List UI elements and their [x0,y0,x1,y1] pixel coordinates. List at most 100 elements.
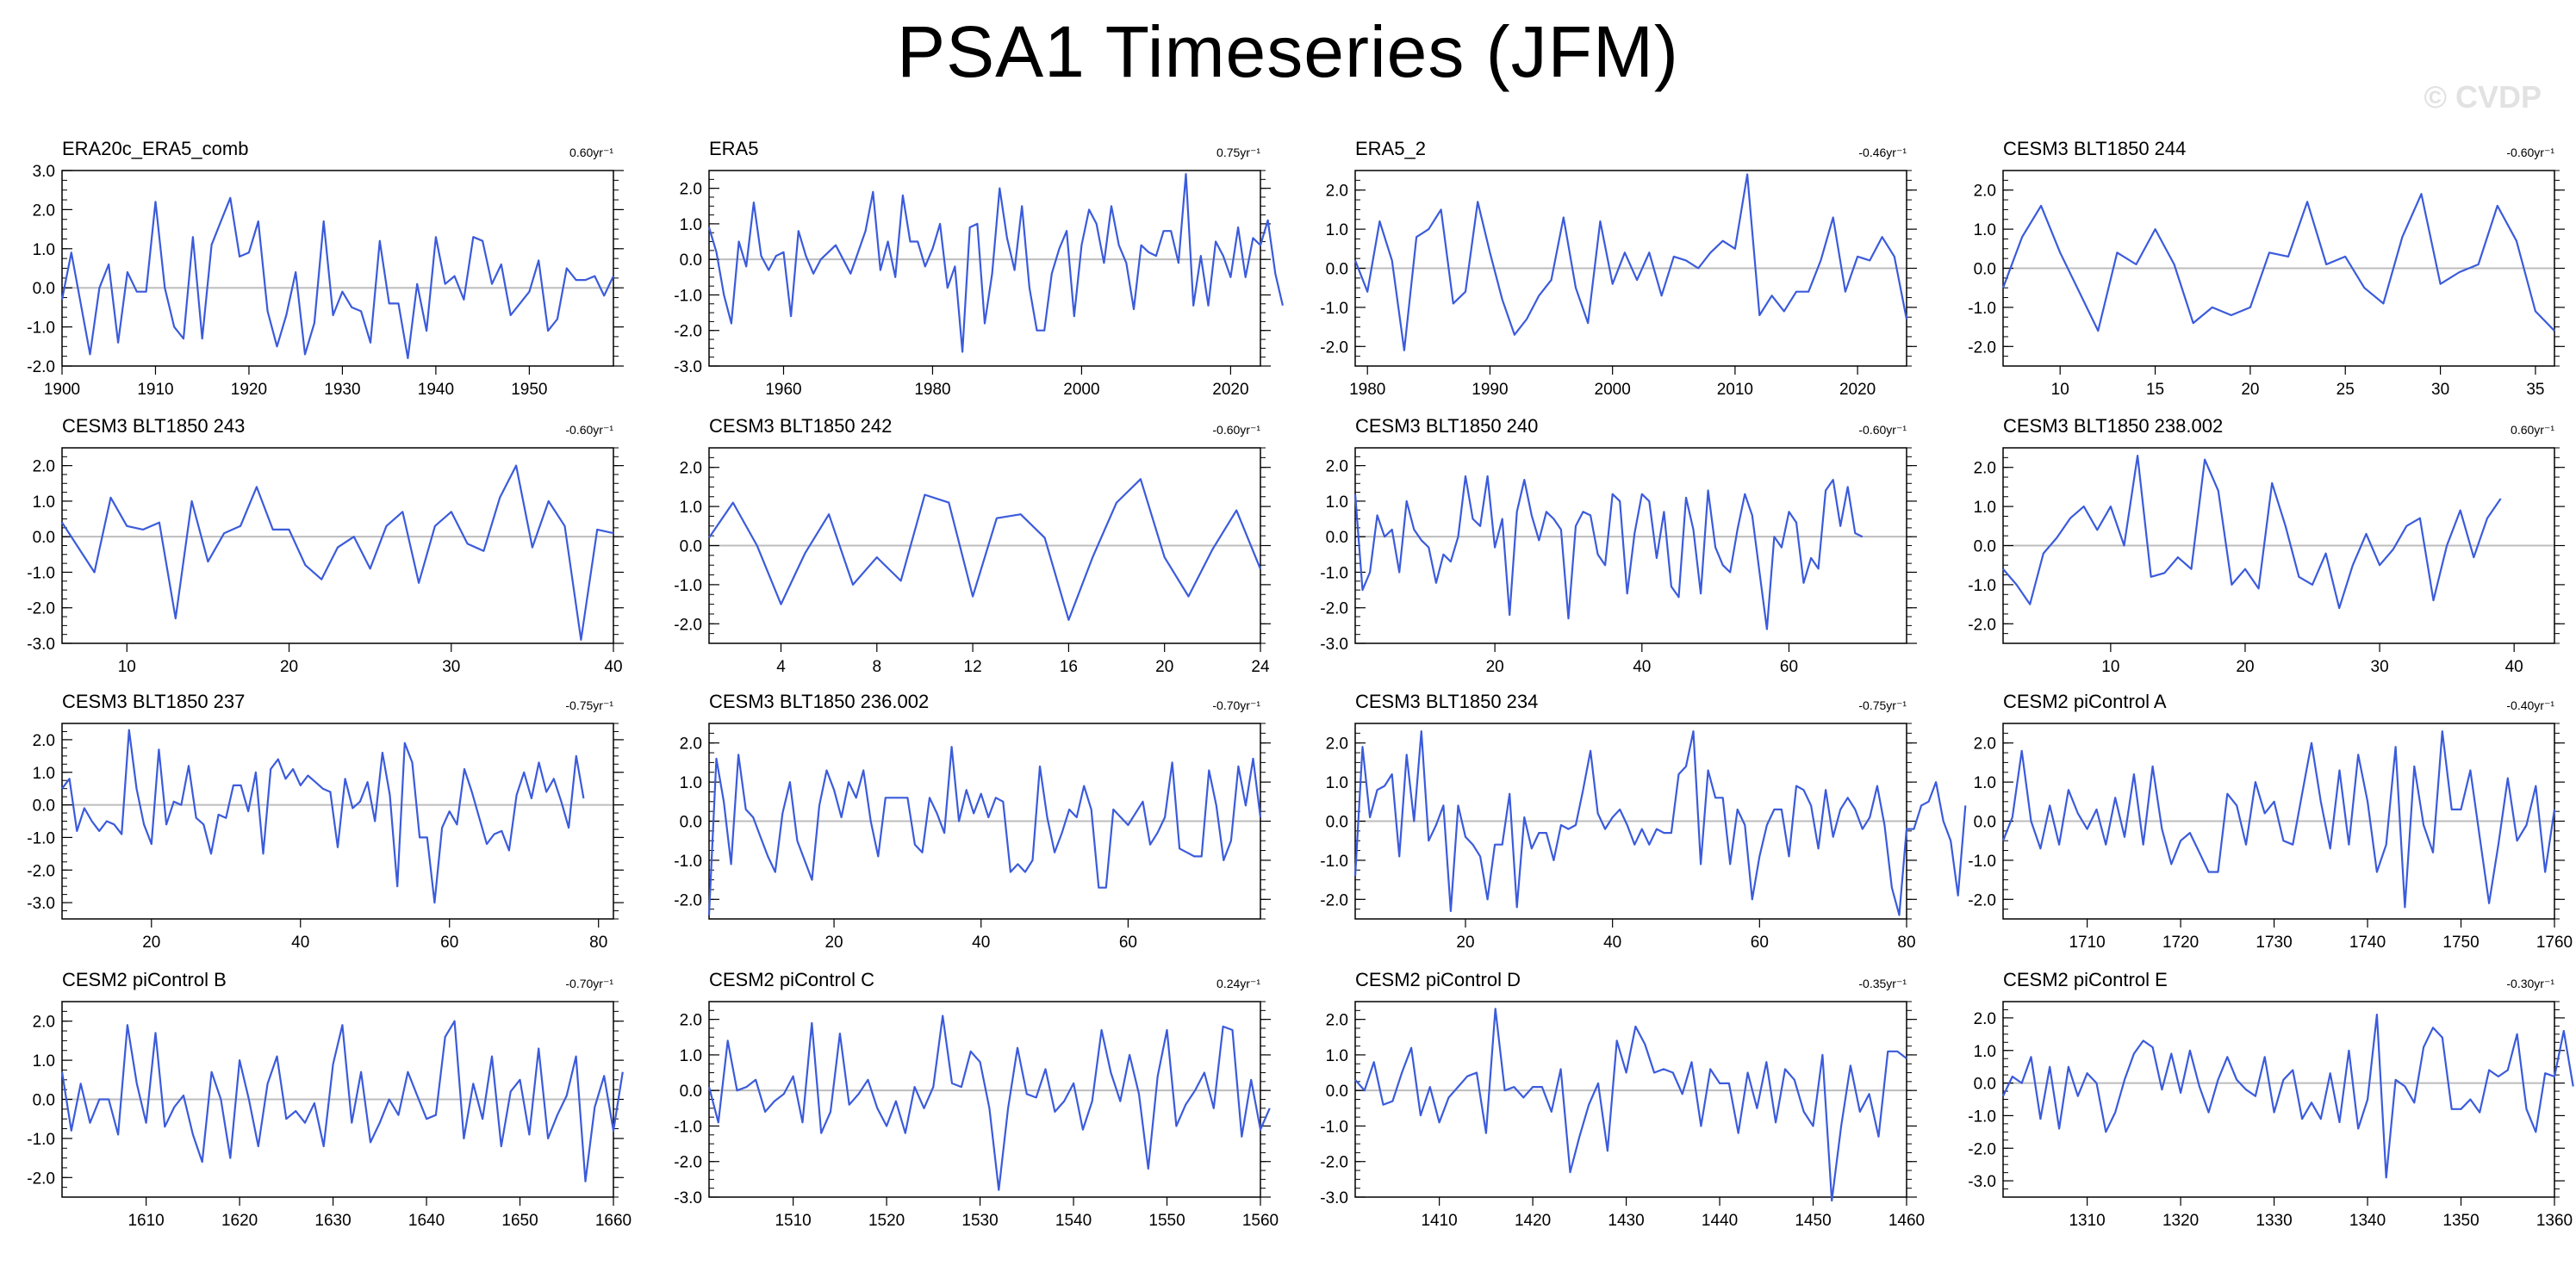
x-tick-label: 1450 [1795,1212,1831,1230]
y-tick-label: -2.0 [1968,1140,1996,1158]
y-tick-label: -2.0 [1320,338,1348,357]
x-tick-label: 1900 [44,381,80,399]
y-tick-label: 0.0 [33,1092,55,1110]
x-tick-label: 30 [2371,658,2389,676]
x-tick-label: 10 [2101,658,2119,676]
trend-label: -0.75yr⁻¹ [1858,698,1907,712]
x-tick-label: 20 [142,934,160,952]
y-tick-label: -1.0 [27,1131,55,1149]
series-line [2001,193,2555,332]
panel-cesm3-blt1850-244: CESM3 BLT1850 244 -0.60yr⁻¹ -2.0 -1.0 0.0 1.0… [1968,138,2565,399]
y-tick-label: 2.0 [1974,183,1996,201]
plot-frame [708,1001,1261,1198]
x-tick-label: 10 [2051,381,2069,399]
y-tick-label: -1.0 [1320,564,1348,582]
panel-title: CESM3 BLT1850 244 [2003,138,2186,159]
x-tick-label: 1980 [914,381,950,399]
y-tick-label: 0.0 [1326,529,1348,547]
y-tick-label: 0.0 [1326,1083,1348,1101]
y-tick-label: 2.0 [1974,735,1996,754]
x-tick-label: 2010 [1717,381,1753,399]
x-tick-label: 1520 [868,1212,905,1230]
trend-label: -0.70yr⁻¹ [565,977,613,990]
panel-title: ERA5_2 [1355,138,1426,159]
y-tick-label: -2.0 [1968,338,1996,357]
y-tick-label: 0.0 [680,1083,702,1101]
x-tick-label: 60 [1751,934,1769,952]
panel-era20c-era5-comb: ERA20c_ERA5_comb 0.60yr⁻¹ -2.0 -1.0 0.0 1.0 2.… [27,138,624,399]
y-tick-label: -3.0 [1968,1173,1996,1191]
series-line [1353,729,1967,916]
panel-cesm3-blt1850-243: CESM3 BLT1850 243 -0.60yr⁻¹ -3.0 -2.0 -1.0 0.… [27,415,624,676]
x-tick-label: 60 [1119,934,1137,952]
y-tick-label: -2.0 [1320,891,1348,909]
y-tick-label: -1.0 [674,287,702,305]
y-tick-label: -3.0 [674,1189,702,1207]
y-tick-label: -1.0 [27,829,55,847]
y-tick-label: -1.0 [1968,300,1996,318]
x-tick-label: 1930 [324,381,360,399]
x-tick-label: 1730 [2256,934,2292,952]
panel-cesm2-picontrol-d: CESM2 piControl D -0.35yr⁻¹ -3.0 -2.0 -1.0 0.… [1320,969,1925,1230]
series-line [60,196,614,359]
y-tick-label: 2.0 [1326,183,1348,201]
y-tick-label: -2.0 [674,891,702,909]
x-tick-label: 4 [776,658,786,676]
x-tick-label: 1920 [231,381,267,399]
series-line [60,1020,624,1182]
x-tick-label: 20 [824,934,843,952]
plot-frame [1354,1001,1907,1198]
y-tick-label: 3.0 [33,163,55,181]
x-tick-label: 1510 [775,1212,811,1230]
y-tick-label: 2.0 [1974,460,1996,478]
y-tick-label: 1.0 [33,493,55,512]
y-tick-label: -2.0 [1968,616,1996,634]
panel-title: CESM2 piControl C [709,969,874,990]
y-tick-label: 1.0 [1326,493,1348,512]
x-tick-label: 24 [1251,658,1270,676]
y-tick-label: -2.0 [27,600,55,618]
y-tick-label: -1.0 [674,577,702,595]
panel-cesm2-picontrol-e: CESM2 piControl E -0.30yr⁻¹ -3.0 -2.0 -1.0 0.… [1968,969,2574,1230]
y-tick-label: 2.0 [33,202,55,220]
x-tick-label: 20 [1456,934,1474,952]
x-tick-label: 16 [1060,658,1078,676]
x-tick-label: 1540 [1055,1212,1092,1230]
y-tick-label: 0.0 [33,797,55,816]
x-tick-label: 1330 [2256,1212,2292,1230]
y-tick-label: -2.0 [674,1154,702,1172]
y-tick-label: -3.0 [27,636,55,654]
x-tick-label: 10 [118,658,136,676]
y-tick-label: 1.0 [1326,221,1348,239]
panel-title: CESM2 piControl B [62,969,227,990]
panel-cesm3-blt1850-237: CESM3 BLT1850 237 -0.75yr⁻¹ -3.0 -2.0 -1.0 0.… [27,691,624,952]
y-tick-label: 0.0 [1974,261,1996,279]
panel-title: CESM3 BLT1850 240 [1355,415,1538,437]
trend-label: -0.70yr⁻¹ [1212,698,1260,712]
x-tick-label: 12 [964,658,982,676]
y-tick-label: 0.0 [680,251,702,270]
x-tick-label: 8 [872,658,881,676]
trend-label: -0.40yr⁻¹ [2506,698,2554,712]
plot-frame [61,170,614,367]
x-tick-label: 1940 [418,381,454,399]
y-tick-label: 2.0 [1326,458,1348,476]
panel-title: CESM2 piControl D [1355,969,1521,990]
x-tick-label: 1360 [2536,1212,2573,1230]
y-tick-label: 1.0 [1974,499,1996,517]
x-tick-label: 2000 [1063,381,1099,399]
y-tick-label: 2.0 [1326,735,1348,754]
x-tick-label: 40 [1633,658,1651,676]
panel-cesm2-picontrol-b: CESM2 piControl B -0.70yr⁻¹ -2.0 -1.0 0.0 1.0… [27,969,632,1230]
x-tick-label: 40 [972,934,990,952]
page-title: PSA1 Timeseries (JFM) [897,11,1679,92]
x-tick-label: 1350 [2442,1212,2479,1230]
trend-label: -0.35yr⁻¹ [1858,977,1907,990]
x-tick-label: 1310 [2069,1212,2105,1230]
trend-label: -0.60yr⁻¹ [1212,423,1260,437]
x-tick-label: 1910 [137,381,173,399]
x-tick-label: 20 [2236,658,2254,676]
x-tick-label: 1990 [1472,381,1508,399]
x-tick-label: 40 [604,658,622,676]
panel-era5: ERA5 0.75yr⁻¹ -3.0 -2.0 -1.0 0.0 1.0 2.0 1960 198… [674,138,1284,399]
